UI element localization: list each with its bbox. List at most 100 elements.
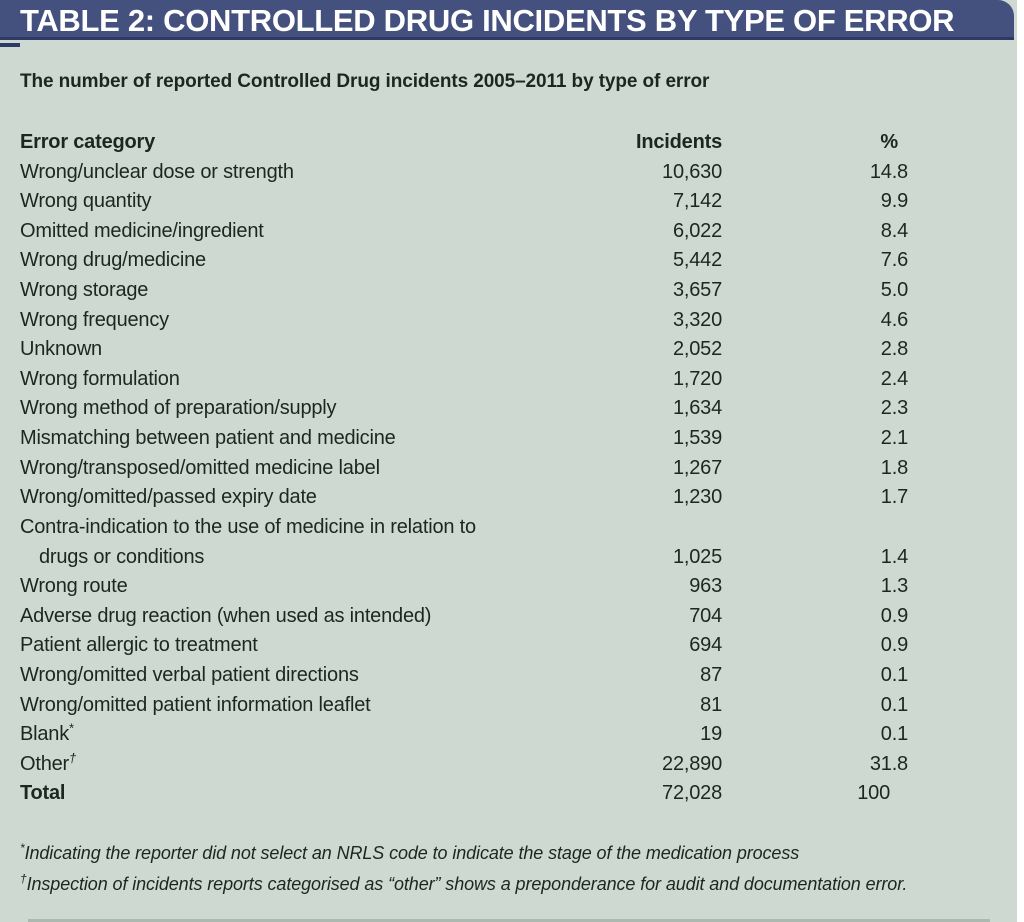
category-cell: Mismatching between patient and medicine [20, 424, 522, 454]
percent-cell: 5.0 [880, 279, 908, 302]
percent-cell: 2.1 [880, 427, 908, 450]
category-label: Mismatching between patient and medicine [20, 427, 396, 450]
percent-cell: 2.3 [880, 397, 908, 420]
category-label: Omitted medicine/ingredient [20, 219, 264, 242]
incidents-cell: 2,052 [672, 338, 722, 361]
table-row: Adverse drug reaction (when used as inte… [20, 602, 908, 632]
category-label: Wrong/omitted verbal patient directions [20, 663, 359, 686]
category-label: Wrong storage [20, 279, 149, 302]
category-cell: Omitted medicine/ingredient [20, 217, 522, 247]
percent-cell: 0.1 [880, 693, 908, 716]
category-cell: Patient allergic to treatment [20, 631, 522, 661]
percent-cell: 1.4 [880, 545, 908, 568]
category-label: Wrong method of preparation/supply [20, 397, 337, 420]
footnote-marker: † [69, 750, 77, 766]
incidents-cell: 10,630 [662, 160, 722, 183]
table-row: Wrong frequency 3,320 4.6 [20, 306, 908, 336]
category-label: Wrong formulation [20, 367, 180, 390]
table-body: Wrong/unclear dose or strength 10,630 14… [20, 158, 908, 809]
category-label: Total [20, 782, 66, 805]
footnote-text: Inspection of incidents reports categori… [26, 873, 908, 894]
table-row: Contra-indication to the use of medicine… [20, 513, 908, 572]
column-header-percent: % [880, 130, 898, 153]
category-label: Unknown [20, 338, 102, 361]
percent-cell: 7.6 [880, 249, 908, 272]
table-header-row: Error category Incidents % [20, 128, 908, 158]
table-title-bar: TABLE 2: CONTROLLED DRUG INCIDENTS BY TY… [0, 0, 1014, 40]
category-label: Wrong route [20, 575, 128, 598]
percent-cell: 100 [857, 782, 890, 805]
category-cell: Other† [20, 750, 522, 780]
percent-cell: 0.1 [880, 663, 908, 686]
table-row: Wrong/omitted patient information leafle… [20, 691, 908, 721]
incidents-cell: 22,890 [662, 752, 722, 775]
incidents-cell: 81 [700, 693, 722, 716]
table-subtitle: The number of reported Controlled Drug i… [20, 71, 710, 92]
percent-cell: 4.6 [880, 308, 908, 331]
percent-cell: 1.7 [880, 486, 908, 509]
table-row: Unknown 2,052 2.8 [20, 335, 908, 365]
table-row: Mismatching between patient and medicine… [20, 424, 908, 454]
percent-cell: 8.4 [880, 219, 908, 242]
percent-cell: 1.3 [880, 575, 908, 598]
table-row: Wrong formulation 1,720 2.4 [20, 365, 908, 395]
column-header-incidents: Incidents [636, 130, 722, 153]
table-row: Total 72,028 100 [20, 779, 908, 809]
percent-cell: 9.9 [880, 190, 908, 213]
table-row: Blank* 19 0.1 [20, 720, 908, 750]
incidents-cell: 1,025 [672, 545, 722, 568]
incidents-cell: 694 [689, 634, 722, 657]
category-cell: Blank* [20, 720, 522, 750]
category-label: Contra-indication to the use of medicine… [20, 515, 476, 538]
incidents-cell: 1,539 [672, 427, 722, 450]
percent-cell: 2.8 [880, 338, 908, 361]
category-cell: Wrong/transposed/omitted medicine label [20, 454, 522, 484]
percent-cell: 0.1 [880, 723, 908, 746]
incidents-cell: 704 [689, 604, 722, 627]
incidents-cell: 1,720 [672, 367, 722, 390]
category-label: Wrong quantity [20, 190, 152, 213]
table-row: Wrong/omitted/passed expiry date 1,230 1… [20, 483, 908, 513]
table-row: Wrong route 963 1.3 [20, 572, 908, 602]
incidents-cell: 1,634 [672, 397, 722, 420]
category-cell: Wrong route [20, 572, 522, 602]
category-label: Adverse drug reaction (when used as inte… [20, 604, 432, 627]
asterisk-marker: * [20, 841, 25, 855]
incidents-cell: 6,022 [672, 219, 722, 242]
table-row: Wrong storage 3,657 5.0 [20, 276, 908, 306]
footnote-asterisk: *Indicating the reporter did not select … [20, 838, 907, 869]
category-cell: Total [20, 779, 522, 809]
incidents-cell: 3,320 [672, 308, 722, 331]
incidents-cell: 72,028 [662, 782, 722, 805]
incidents-cell: 1,267 [672, 456, 722, 479]
category-cell: Contra-indication to the use of medicine… [20, 513, 522, 572]
table-row: Wrong/omitted verbal patient directions … [20, 661, 908, 691]
table-row: Wrong quantity 7,142 9.9 [20, 187, 908, 217]
percent-cell: 31.8 [869, 752, 908, 775]
percent-cell: 0.9 [880, 634, 908, 657]
table-row: Other† 22,890 31.8 [20, 750, 908, 780]
category-label: Patient allergic to treatment [20, 634, 258, 657]
table-row: Omitted medicine/ingredient 6,022 8.4 [20, 217, 908, 247]
incidents-cell: 5,442 [672, 249, 722, 272]
category-label: Wrong frequency [20, 308, 169, 331]
dagger-marker: † [20, 871, 27, 886]
bottom-rule [28, 919, 990, 922]
category-label: Wrong/omitted patient information leafle… [20, 693, 371, 716]
table-row: Wrong method of preparation/supply 1,634… [20, 394, 908, 424]
footnote-text: Indicating the reporter did not select a… [24, 843, 800, 863]
table-row: Wrong/unclear dose or strength 10,630 14… [20, 158, 908, 188]
category-label-line2: drugs or conditions [39, 545, 205, 568]
percent-cell: 14.8 [869, 160, 908, 183]
percent-cell: 2.4 [880, 367, 908, 390]
category-cell: Unknown [20, 335, 522, 365]
category-label: Wrong/transposed/omitted medicine label [20, 456, 380, 479]
category-cell: Wrong frequency [20, 306, 522, 336]
category-cell: Wrong storage [20, 276, 522, 306]
percent-cell: 1.8 [880, 456, 908, 479]
category-cell: Adverse drug reaction (when used as inte… [20, 602, 522, 632]
incidents-cell: 87 [700, 663, 722, 686]
percent-cell: 0.9 [880, 604, 908, 627]
category-label: Wrong/omitted/passed expiry date [20, 486, 317, 509]
